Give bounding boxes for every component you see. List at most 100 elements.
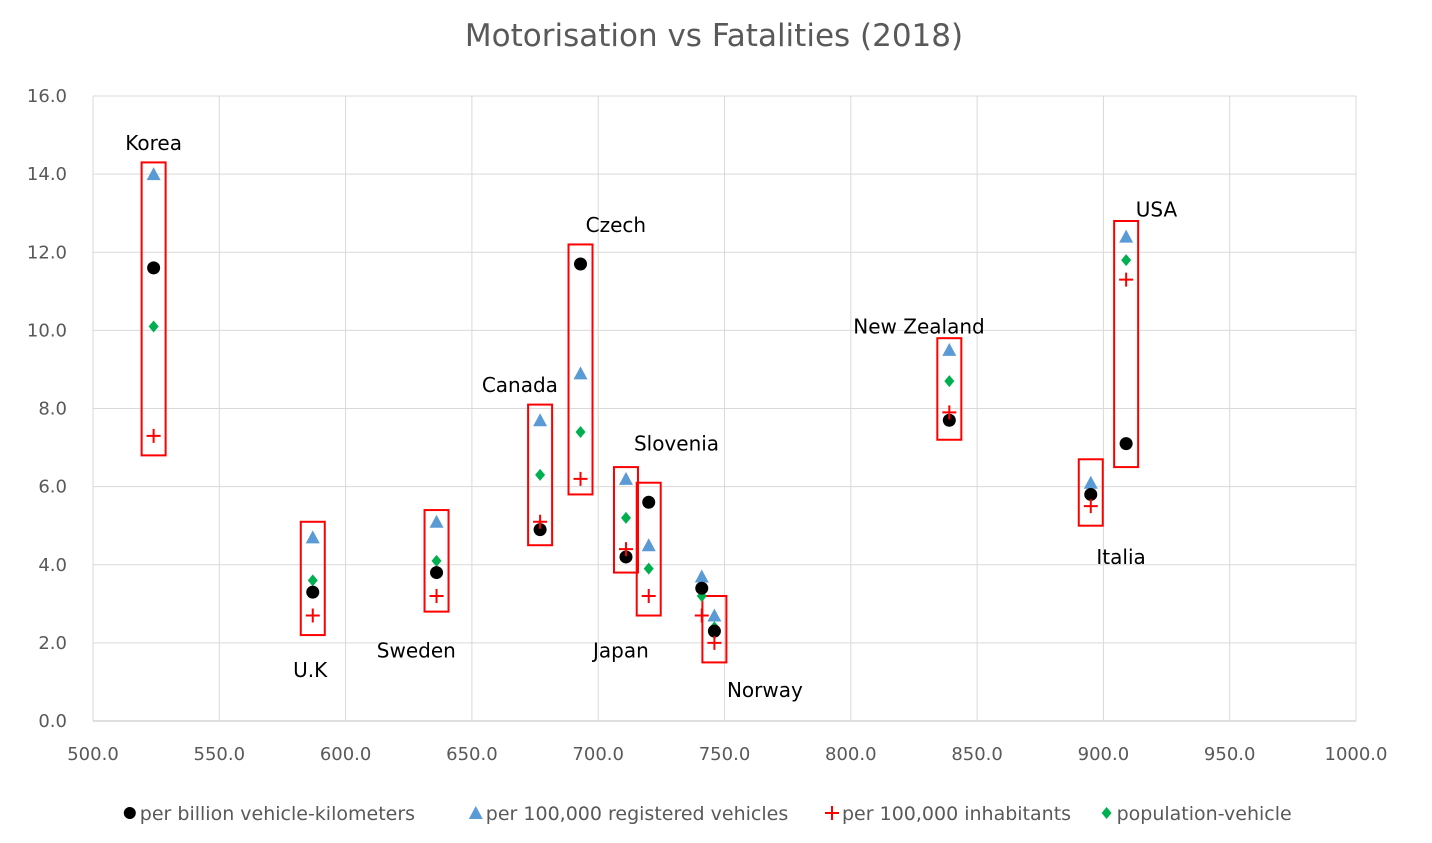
data-point-diamond (643, 562, 654, 575)
legend-item: per 100,000 inhabitants (825, 803, 1071, 825)
country-label: U.K (293, 658, 328, 682)
legend-marker-diamond (1101, 807, 1112, 819)
legend-marker-triangle (468, 806, 483, 819)
data-point-triangle (305, 530, 320, 544)
data-point-circle (147, 261, 161, 275)
legend-label: per billion vehicle-kilometers (140, 803, 415, 825)
legend-item: per billion vehicle-kilometers (123, 803, 415, 825)
data-point-triangle (429, 514, 444, 528)
country-group-boxes (140, 161, 1140, 664)
x-tick-label: 750.0 (699, 744, 751, 765)
group-box (936, 337, 963, 441)
data-point-diamond (944, 375, 955, 388)
y-tick-label: 8.0 (38, 399, 67, 420)
data-point-triangle (533, 413, 548, 427)
data-point-circle (430, 566, 444, 580)
x-tick-label: 800.0 (825, 744, 877, 765)
data-point-plus (707, 635, 722, 650)
group-box (1077, 458, 1104, 527)
legend-label: per 100,000 registered vehicles (486, 803, 788, 825)
data-point-circle (533, 523, 547, 537)
data-point-triangle (1119, 229, 1134, 243)
data-point-circle (1084, 487, 1098, 501)
y-tick-label: 10.0 (27, 320, 67, 341)
country-label: Korea (125, 131, 182, 155)
country-label: Czech (586, 213, 646, 237)
data-point-diamond (575, 425, 586, 438)
axis-tick-labels: 0.0 2.0 4.0 6.0 8.0 10.0 12.0 14.0 16.0 500.0 550.… (27, 86, 1388, 765)
data-point-circle (1119, 437, 1133, 451)
group-box (299, 520, 326, 637)
data-point-circle (574, 257, 588, 271)
data-point-diamond (431, 554, 442, 567)
group-box (635, 481, 662, 617)
group-box (527, 403, 554, 547)
country-label: Canada (482, 373, 558, 397)
data-points (146, 167, 1134, 650)
y-tick-label: 2.0 (38, 633, 67, 654)
country-label: Slovenia (634, 432, 719, 456)
legend-item: population-vehicle (1101, 803, 1292, 825)
group-box (423, 509, 450, 613)
data-point-circle (707, 624, 721, 638)
legend-label: per 100,000 inhabitants (842, 803, 1071, 825)
x-tick-label: 700.0 (572, 744, 624, 765)
data-point-circle (942, 413, 956, 427)
data-point-plus (573, 471, 588, 486)
data-point-diamond (1121, 254, 1132, 267)
country-label: Sweden (377, 639, 456, 663)
x-tick-label: 550.0 (194, 744, 246, 765)
y-tick-label: 12.0 (27, 242, 67, 263)
data-point-triangle (641, 538, 656, 552)
x-tick-label: 850.0 (951, 744, 1003, 765)
group-box (701, 595, 728, 664)
data-point-triangle (707, 608, 722, 622)
data-point-plus (618, 542, 633, 557)
data-point-circle (619, 550, 633, 564)
data-point-diamond (535, 468, 546, 481)
data-point-plus (305, 608, 320, 623)
data-point-circle (306, 585, 320, 599)
country-label: Norway (727, 678, 803, 702)
data-point-plus (146, 428, 161, 443)
data-point-triangle (146, 167, 161, 181)
y-tick-label: 6.0 (38, 477, 67, 498)
data-point-diamond (307, 574, 318, 587)
group-box (612, 466, 639, 574)
data-point-circle (642, 495, 656, 509)
data-point-plus (641, 589, 656, 603)
x-tick-label: 1000.0 (1325, 744, 1388, 765)
x-tick-label: 650.0 (446, 744, 498, 765)
y-tick-label: 16.0 (27, 86, 67, 107)
x-tick-label: 500.0 (67, 744, 119, 765)
country-label: Japan (591, 639, 649, 663)
y-tick-label: 0.0 (38, 711, 67, 732)
data-point-plus (1083, 499, 1098, 514)
country-labels: Korea U.K Sweden Canada Czech Slovenia Japan No… (125, 131, 1177, 702)
legend-marker-plus (825, 806, 839, 820)
legend: per billion vehicle-kilometers per 100,00… (123, 803, 1292, 825)
x-tick-label: 900.0 (1078, 744, 1130, 765)
group-box (1113, 220, 1140, 469)
country-label: USA (1136, 197, 1178, 221)
y-tick-label: 14.0 (27, 164, 67, 185)
grid-lines (92, 95, 1357, 722)
x-tick-label: 950.0 (1204, 744, 1256, 765)
data-point-triangle (694, 569, 709, 583)
group-box (567, 243, 594, 496)
country-label: Italia (1096, 545, 1145, 569)
data-point-triangle (573, 366, 588, 380)
data-point-triangle (618, 471, 633, 485)
x-tick-label: 600.0 (320, 744, 372, 765)
y-tick-label: 4.0 (38, 555, 67, 576)
country-label: New Zealand (853, 314, 984, 338)
data-point-diamond (148, 320, 159, 333)
data-point-circle (695, 581, 709, 595)
legend-marker-circle (123, 807, 136, 819)
data-point-plus (429, 589, 444, 603)
data-point-plus (942, 405, 957, 420)
data-point-plus (533, 514, 548, 529)
chart-title: Motorisation vs Fatalities (2018) (465, 18, 963, 54)
data-point-triangle (1083, 475, 1098, 489)
